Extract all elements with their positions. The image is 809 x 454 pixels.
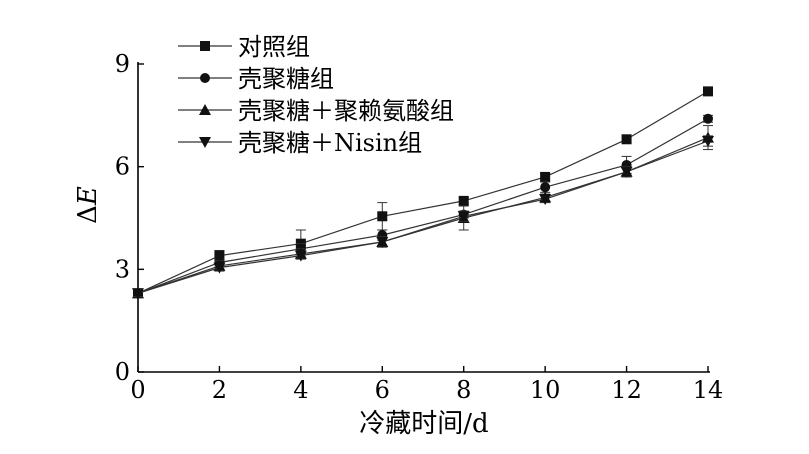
legend-label: 壳聚糖组: [238, 65, 334, 93]
x-tick-label: 10: [530, 376, 561, 404]
data-point: [294, 250, 307, 262]
data-point: [621, 134, 632, 145]
x-tick-label: 8: [456, 376, 471, 404]
data-point: [458, 195, 469, 206]
y-tick-label: 9: [115, 50, 130, 78]
x-axis-label: 冷藏时间/d: [359, 409, 488, 439]
legend-entry-4: 壳聚糖＋Nisin组: [178, 129, 422, 157]
y-tick-label: 6: [115, 153, 130, 181]
data-point: [214, 250, 225, 261]
data-point: [703, 86, 713, 97]
data-point: [702, 136, 714, 147]
data-point: [377, 211, 388, 222]
legend-label: 对照组: [238, 33, 310, 61]
legend-marker: [200, 41, 210, 51]
data-point: [457, 211, 470, 223]
data-point: [540, 171, 551, 182]
series-line: [137, 140, 709, 294]
series-4: [132, 135, 714, 300]
y-axis-label-e: E: [73, 186, 103, 206]
data-point: [540, 182, 551, 193]
series-layer: [132, 86, 714, 300]
x-tick-label: 0: [130, 376, 145, 404]
legend-entry-1: 对照组: [178, 33, 310, 61]
legend-label: 壳聚糖＋Nisin组: [238, 129, 422, 157]
x-tick-label: 14: [693, 376, 724, 404]
series-line: [137, 118, 709, 294]
series-line: [137, 90, 709, 294]
legend-label: 壳聚糖＋聚赖氨酸组: [238, 97, 454, 125]
axes: 0 2 4 6 8 10 12 14 0 3 6 9: [115, 50, 724, 404]
y-axis-label: ΔE: [73, 186, 103, 224]
legend-entry-2: 壳聚糖组: [178, 65, 334, 93]
x-tick-label: 12: [611, 376, 642, 404]
data-point: [132, 288, 144, 300]
x-tick-label: 4: [293, 376, 308, 404]
data-point: [213, 262, 226, 274]
data-point: [703, 113, 713, 124]
y-axis-label-delta: Δ: [73, 205, 103, 224]
legend-marker: [199, 137, 211, 148]
data-point: [376, 236, 389, 248]
y-tick-label: 0: [115, 358, 130, 386]
legend-entry-3: 壳聚糖＋聚赖氨酸组: [178, 97, 454, 125]
x-tick-label: 2: [212, 376, 227, 404]
x-tick-label: 6: [375, 376, 390, 404]
legend-marker: [199, 104, 211, 115]
legend-marker: [200, 73, 210, 83]
y-tick-label: 3: [115, 255, 130, 283]
data-point: [620, 166, 633, 178]
data-point: [539, 194, 552, 206]
